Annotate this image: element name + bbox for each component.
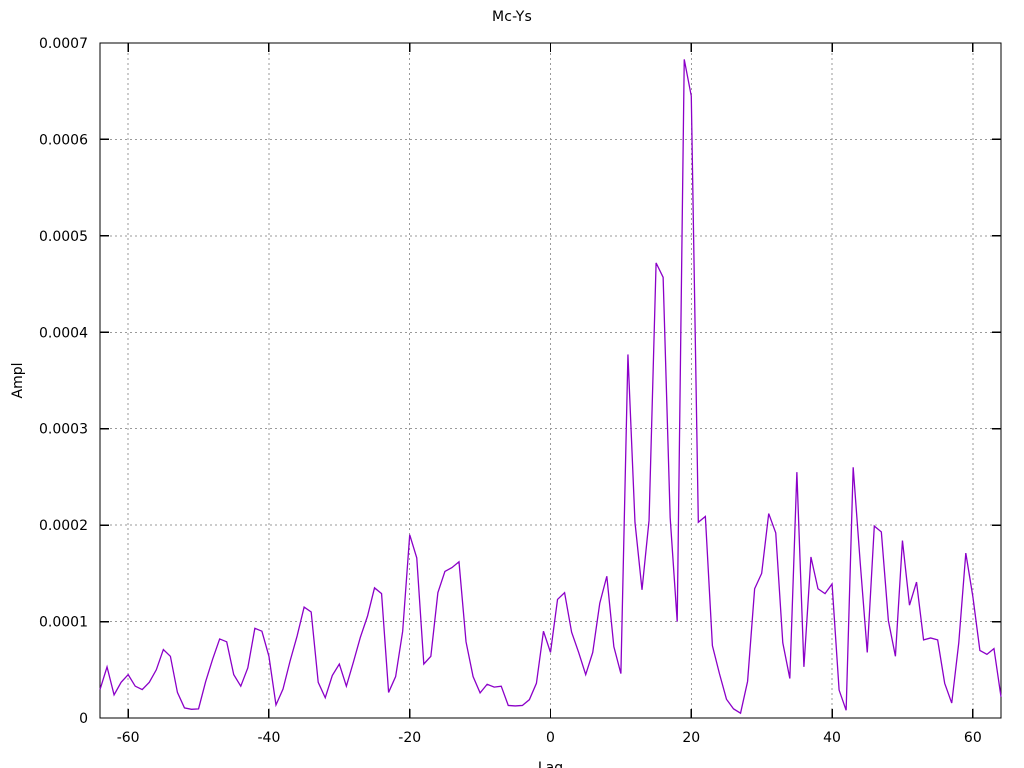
x-tick-label: -60 <box>117 730 140 746</box>
x-tick-label: -20 <box>398 730 421 746</box>
x-tick-label: 20 <box>682 730 700 746</box>
y-tick-label: 0.0006 <box>39 132 88 148</box>
y-tick-label: 0 <box>79 711 88 727</box>
y-tick-label: 0.0005 <box>39 229 88 245</box>
x-axis-tick-labels: -60 -40 -20 0 20 40 60 <box>117 730 982 746</box>
y-tick-label: 0.0003 <box>39 422 88 438</box>
y-tick-label: 0.0002 <box>39 518 88 534</box>
x-tick-label: 40 <box>823 730 841 746</box>
chart-title: Mc-Ys <box>491 9 532 25</box>
gridlines <box>100 43 1001 718</box>
x-axis-label: Lag <box>538 760 563 768</box>
y-tick-label: 0.0004 <box>39 325 88 341</box>
x-tick-label: 0 <box>546 730 555 746</box>
y-axis-label: Ampl <box>10 363 26 399</box>
x-tick-label: 60 <box>964 730 982 746</box>
x-tick-label: -40 <box>258 730 281 746</box>
y-tick-label: 0.0007 <box>39 36 88 52</box>
y-tick-label: 0.0001 <box>39 615 88 631</box>
y-axis-tick-labels: 0 0.0001 0.0002 0.0003 0.0004 0.0005 0.0006 0.0… <box>39 36 88 727</box>
data-series-line <box>99 59 1002 715</box>
plot-border <box>99 42 1002 719</box>
